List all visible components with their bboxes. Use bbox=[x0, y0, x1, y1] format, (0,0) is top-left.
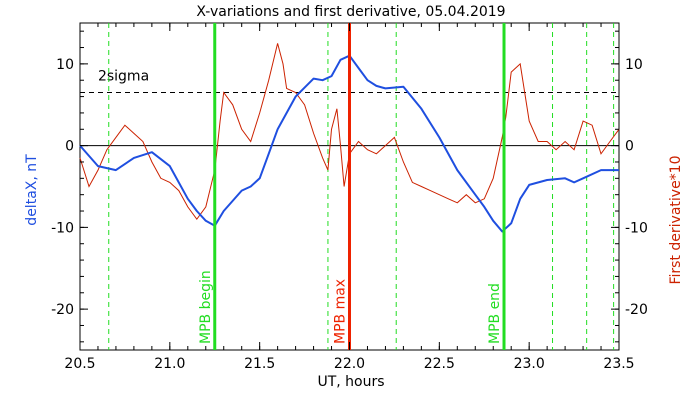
x-tick-label: 23.5 bbox=[603, 356, 634, 372]
y-tick-label-left: -20 bbox=[51, 302, 74, 318]
mpb-max-label: MPB max bbox=[333, 279, 349, 344]
x-tick-label: 22.5 bbox=[424, 356, 455, 372]
x-tick-label: 22.0 bbox=[334, 356, 365, 372]
derivative-series-line bbox=[79, 43, 620, 221]
y-tick-label-left: 10 bbox=[56, 57, 74, 73]
y-tick-label-right: 10 bbox=[625, 57, 643, 73]
x-tick-label: 21.0 bbox=[154, 356, 185, 372]
x-tick-label: 23.0 bbox=[514, 356, 545, 372]
y-tick-label-right: -10 bbox=[625, 220, 648, 236]
y-tick-label-left: 0 bbox=[65, 139, 74, 155]
x-tick-label: 20.5 bbox=[64, 356, 95, 372]
y-axis-label-left: deltaX, nT bbox=[24, 154, 40, 226]
mpb-begin-label: MPB begin bbox=[198, 270, 214, 344]
plot-area: 2sigma MPB begin MPB max MPB end 20.5 21.0 21.… bbox=[51, 22, 648, 372]
y-tick-label-left: -10 bbox=[51, 220, 74, 236]
x-axis-label: UT, hours bbox=[317, 374, 384, 390]
y-axis-label-right: First derivative*10 bbox=[668, 155, 684, 284]
y-tick-label-right: 0 bbox=[625, 139, 634, 155]
chart-title: X-variations and first derivative, 05.04… bbox=[196, 4, 505, 20]
y-tick-label-right: -20 bbox=[625, 302, 648, 318]
threshold-label: 2sigma bbox=[98, 68, 149, 84]
x-tick-label: 21.5 bbox=[244, 356, 275, 372]
mpb-end-label: MPB end bbox=[487, 283, 503, 344]
